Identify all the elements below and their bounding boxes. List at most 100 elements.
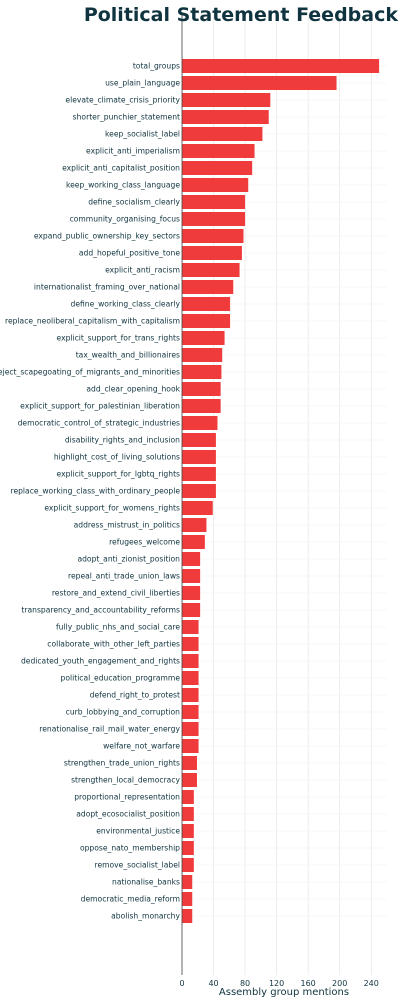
- category-label: renationalise_rail_mail_water_energy: [39, 725, 180, 734]
- category-label: abolish_monarchy: [111, 912, 180, 921]
- chart-title: Political Statement Feedback: [84, 4, 399, 26]
- category-label: explicit_anti_racism: [105, 266, 180, 275]
- bar-explicit_anti_imperialism: [182, 144, 255, 158]
- category-label: defend_right_to_protest: [90, 691, 180, 700]
- category-label: explicit_support_for_trans_rights: [57, 334, 180, 343]
- category-label: welfare_not_warfare: [103, 742, 180, 751]
- category-label: repeal_anti_trade_union_laws: [68, 572, 180, 581]
- x-tick-label: 80: [240, 979, 250, 988]
- category-label: refugees_welcome: [109, 538, 180, 547]
- bar-restore_and_extend_civil_liberties: [182, 586, 201, 600]
- bar-political_education_programme: [182, 671, 199, 685]
- bar-explicit_support_for_trans_rights: [182, 331, 225, 345]
- bar-explicit_anti_racism: [182, 263, 240, 277]
- bar-remove_socialist_label: [182, 858, 194, 872]
- category-label: reject_scapegoating_of_migrants_and_mino…: [0, 368, 180, 377]
- bar-total_groups: [182, 59, 380, 73]
- category-label: total_groups: [133, 62, 180, 71]
- category-label: disability_rights_and_inclusion: [65, 436, 180, 445]
- category-label: add_hopeful_positive_tone: [79, 249, 180, 258]
- bar-community_organising_focus: [182, 212, 246, 226]
- category-label: tax_wealth_and_billionaires: [76, 351, 180, 360]
- bar-define_working_class_clearly: [182, 297, 231, 311]
- category-label: define_working_class_clearly: [71, 300, 181, 309]
- bar-replace_working_class_with_ordinary_people: [182, 484, 216, 498]
- category-label: community_organising_focus: [70, 215, 180, 224]
- category-label: expand_public_ownership_key_sectors: [34, 232, 180, 241]
- bar-proportional_representation: [182, 790, 194, 804]
- category-label: explicit_anti_imperialism: [86, 147, 180, 156]
- bar-adopt_anti_zionist_position: [182, 552, 201, 566]
- category-label: keep_working_class_language: [66, 181, 180, 190]
- x-tick-label: 160: [301, 979, 316, 988]
- x-tick-label: 200: [332, 979, 347, 988]
- category-label: political_education_programme: [61, 674, 181, 683]
- category-label: democratic_media_reform: [81, 895, 180, 904]
- category-label: explicit_support_for_womens_rights: [44, 504, 180, 513]
- category-label: environmental_justice: [96, 827, 180, 836]
- bar-welfare_not_warfare: [182, 739, 199, 753]
- bar-explicit_support_for_palestinian_liberation: [182, 399, 221, 413]
- bars: [182, 59, 380, 923]
- bar-explicit_support_for_lgbtq_rights: [182, 467, 216, 481]
- bar-defend_right_to_protest: [182, 688, 199, 702]
- bar-strengthen_trade_union_rights: [182, 756, 197, 770]
- bar-fully_public_nhs_and_social_care: [182, 620, 199, 634]
- category-label: strengthen_local_democracy: [71, 776, 180, 785]
- bar-reject_scapegoating_of_migrants_and_minorities: [182, 365, 222, 379]
- bar-repeal_anti_trade_union_laws: [182, 569, 201, 583]
- category-label: elevate_climate_crisis_priority: [65, 96, 180, 105]
- bar-democratic_media_reform: [182, 892, 193, 906]
- bar-internationalist_framing_over_national: [182, 280, 234, 294]
- bar-refugees_welcome: [182, 535, 205, 549]
- category-label: proportional_representation: [74, 793, 180, 802]
- x-axis-title: Assembly group mentions: [219, 987, 349, 998]
- bar-curb_lobbying_and_corruption: [182, 705, 199, 719]
- bar-add_hopeful_positive_tone: [182, 246, 242, 260]
- category-label: replace_neoliberal_capitalism_with_capit…: [5, 317, 180, 326]
- category-label: strengthen_trade_union_rights: [64, 759, 180, 768]
- category-label: explicit_anti_capitalist_position: [62, 164, 180, 173]
- bar-add_clear_opening_hook: [182, 382, 221, 396]
- category-label: use_plain_language: [105, 79, 180, 88]
- bar-replace_neoliberal_capitalism_with_capitalism: [182, 314, 231, 328]
- category-label: explicit_support_for_lgbtq_rights: [57, 470, 181, 479]
- category-label: transparency_and_accountability_reforms: [21, 606, 180, 615]
- bar-use_plain_language: [182, 76, 337, 90]
- category-labels: total_groups use_plain_language elevate_cl…: [0, 62, 181, 921]
- x-tick-label: 120: [269, 979, 284, 988]
- bar-environmental_justice: [182, 824, 194, 838]
- category-label: keep_socialist_label: [105, 130, 180, 139]
- x-tick-label: 240: [364, 979, 379, 988]
- bar-democratic_control_of_strategic_industries: [182, 416, 218, 430]
- category-label: replace_working_class_with_ordinary_peop…: [10, 487, 180, 496]
- category-label: fully_public_nhs_and_social_care: [56, 623, 180, 632]
- category-label: collaborate_with_other_left_parties: [47, 640, 180, 649]
- category-label: shorter_punchier_statement: [73, 113, 180, 122]
- x-tick-labels: 0 40 80 120 160 200 240: [179, 979, 378, 988]
- bar-address_mistrust_in_politics: [182, 518, 207, 532]
- category-label: address_mistrust_in_politics: [74, 521, 180, 530]
- bar-expand_public_ownership_key_sectors: [182, 229, 244, 243]
- bar-explicit_anti_capitalist_position: [182, 161, 253, 175]
- category-label: highlight_cost_of_living_solutions: [54, 453, 180, 462]
- bar-tax_wealth_and_billionaires: [182, 348, 223, 362]
- category-label: internationalist_framing_over_national: [34, 283, 180, 292]
- bar-highlight_cost_of_living_solutions: [182, 450, 216, 464]
- category-label: add_clear_opening_hook: [86, 385, 180, 394]
- bar-collaborate_with_other_left_parties: [182, 637, 199, 651]
- category-label: democratic_control_of_strategic_industri…: [18, 419, 180, 428]
- bar-dedicated_youth_engagement_and_rights: [182, 654, 199, 668]
- category-label: nationalise_banks: [112, 878, 180, 887]
- bar-oppose_nato_membership: [182, 841, 194, 855]
- category-label: define_socialism_clearly: [88, 198, 180, 207]
- category-label: remove_socialist_label: [95, 861, 181, 870]
- bar-strengthen_local_democracy: [182, 773, 197, 787]
- bar-nationalise_banks: [182, 875, 193, 889]
- category-label: restore_and_extend_civil_liberties: [52, 589, 180, 598]
- bar-explicit_support_for_womens_rights: [182, 501, 213, 515]
- x-tick-label: 40: [208, 979, 218, 988]
- bar-shorter_punchier_statement: [182, 110, 269, 124]
